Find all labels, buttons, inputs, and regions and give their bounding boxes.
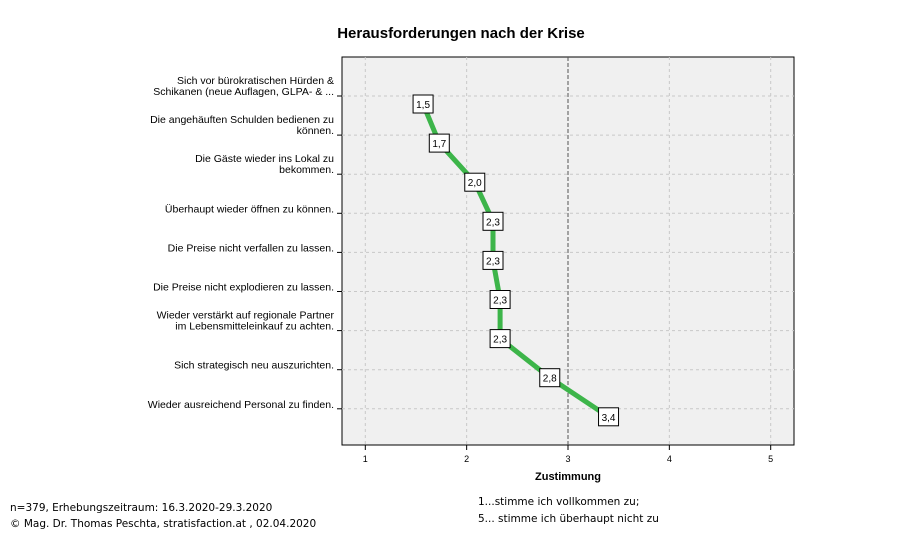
data-point-label: 2,8: [539, 368, 561, 388]
x-tick-label: 5: [768, 454, 773, 464]
category-label: Die Preise nicht verfallen zu lassen.: [168, 242, 334, 254]
category-label: Wieder ausreichend Personal zu finden.: [148, 399, 334, 411]
data-point-label: 2,0: [464, 172, 486, 192]
footer-left: n=379, Erhebungszeitraum: 16.3.2020-29.3…: [10, 500, 316, 532]
footer-sample-info: n=379, Erhebungszeitraum: 16.3.2020-29.3…: [10, 502, 273, 514]
data-label-text: 2,8: [543, 374, 557, 385]
data-label-text: 1,5: [416, 100, 430, 111]
data-label-box: [482, 211, 504, 231]
chart-title: Herausforderungen nach der Krise: [337, 25, 585, 42]
data-label-text: 2,0: [468, 178, 482, 189]
category-label: Sich vor bürokratischen Hürden &: [177, 75, 334, 87]
scale-legend-1: 1...stimme ich vollkommen zu;: [478, 496, 640, 508]
data-label-box: [428, 133, 450, 153]
data-label-box: [412, 94, 434, 114]
data-label-box: [489, 290, 511, 309]
x-tick-label: 2: [464, 454, 469, 464]
category-label: im Lebensmitteleinkauf zu achten.: [175, 321, 334, 333]
footer-right: 1...stimme ich vollkommen zu; 5... stimm…: [478, 494, 659, 528]
grid-lines: [342, 57, 794, 445]
data-labels: 1,5 1,7 2,0 2,3 2,3 2,3 2,3 2,8 3,4: [412, 94, 620, 427]
category-label: Die Gäste wieder ins Lokal zu: [195, 153, 334, 165]
x-tick-label: 1: [363, 454, 368, 464]
data-label-text: 2,3: [493, 296, 507, 307]
footer-copyright: © Mag. Dr. Thomas Peschta, stratisfactio…: [10, 518, 317, 530]
data-label-text: 1,7: [432, 139, 446, 150]
x-tick-label: 3: [565, 454, 570, 464]
data-label-text: 2,3: [493, 335, 507, 346]
category-label: Die Preise nicht explodieren zu lassen.: [153, 282, 334, 294]
x-tick-label: 4: [667, 454, 672, 464]
data-point-label: 1,7: [428, 133, 450, 153]
data-label-box: [539, 368, 561, 388]
category-label: Überhaupt wieder öffnen zu können.: [165, 203, 334, 215]
category-label: Die angehäuften Schulden bedienen zu: [150, 114, 334, 126]
data-point-label: 2,3: [489, 290, 511, 309]
data-label-text: 2,3: [486, 217, 500, 228]
y-axis: Sich vor bürokratischen Hürden &Schikane…: [148, 75, 342, 411]
data-point-label: 3,4: [598, 407, 620, 427]
data-label-box: [598, 407, 620, 427]
x-axis: 1 2 3 4 5: [363, 445, 773, 464]
data-label-box: [482, 250, 504, 270]
x-axis-label: Zustimmung: [535, 471, 601, 483]
data-point-label: 2,3: [489, 329, 511, 349]
data-label-box: [464, 172, 486, 192]
data-point-label: 2,3: [482, 250, 504, 270]
category-label: können.: [297, 125, 334, 137]
data-point-label: 2,3: [482, 211, 504, 231]
category-label: bekommen.: [279, 164, 334, 176]
category-label: Wieder verstärkt auf regionale Partner: [157, 310, 335, 322]
category-label: Schikanen (neue Auflagen, GLPA- & ...: [153, 86, 334, 98]
data-point-label: 1,5: [412, 94, 434, 114]
data-label-text: 2,3: [486, 256, 500, 267]
data-label-box: [489, 329, 511, 349]
category-label: Sich strategisch neu auszurichten.: [174, 360, 334, 372]
scale-legend-5: 5... stimme ich überhaupt nicht zu: [478, 513, 659, 525]
data-label-text: 3,4: [602, 413, 616, 424]
